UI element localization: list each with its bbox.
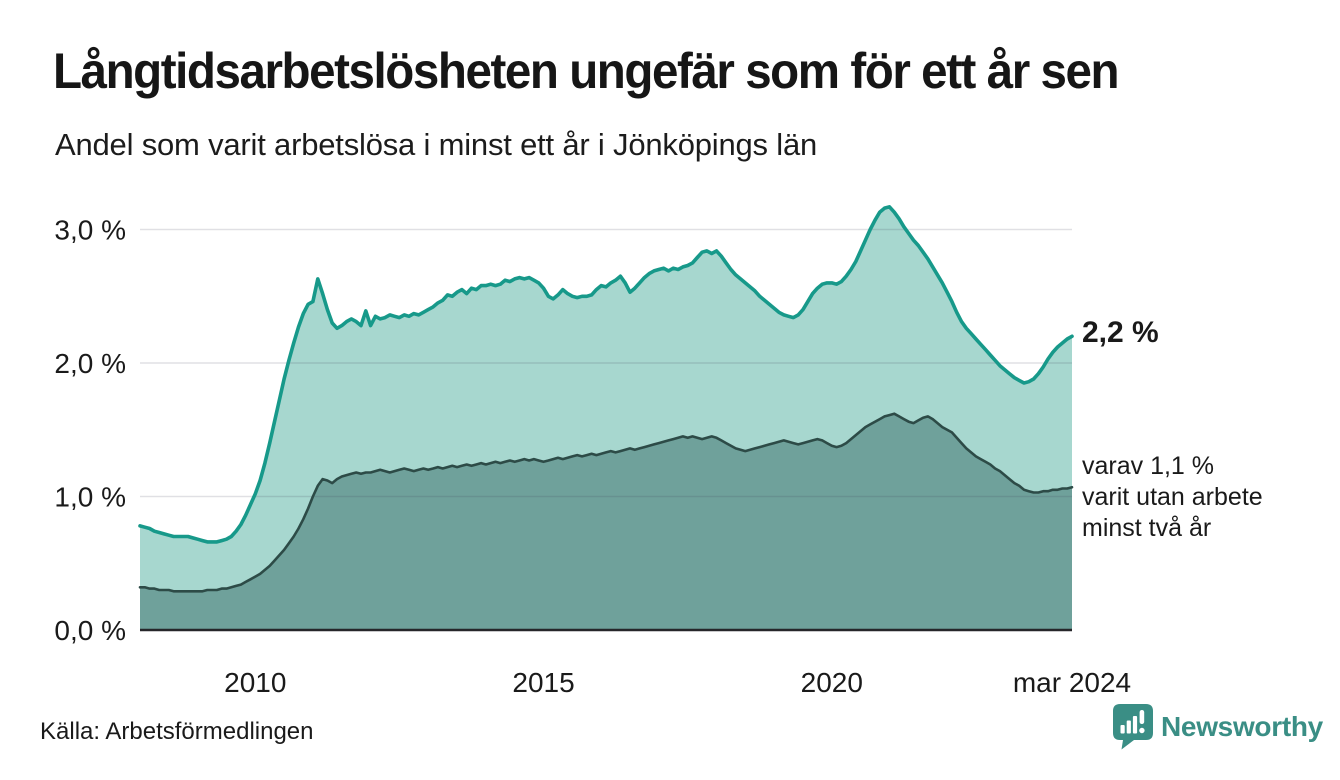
exclamation-dot (1139, 727, 1145, 734)
series-line-varav-arbetslösa-minst-två-år (138, 412, 1074, 593)
two-year-share-annotation: varav 1,1 % varit utan arbete minst två … (1082, 451, 1263, 544)
y-tick-label: 0,0 % (54, 615, 126, 646)
newsworthy-logo-icon (1113, 704, 1153, 750)
x-tick-label: 2015 (512, 667, 574, 698)
y-tick-label: 2,0 % (54, 348, 126, 379)
x-tick-label: 2010 (224, 667, 286, 698)
x-tick-label: 2020 (801, 667, 863, 698)
bar-icon (1126, 720, 1131, 734)
x-tick-label: mar 2024 (1013, 667, 1131, 698)
annotation-line: varit utan arbete (1082, 483, 1263, 511)
bar-icon (1120, 725, 1125, 734)
annotation-line: varav 1,1 % (1082, 452, 1215, 480)
source-credit: Källa: Arbetsförmedlingen (40, 718, 314, 745)
exclamation-icon (1139, 710, 1145, 724)
series-line-arbetslösa-minst-ett-år (138, 205, 1074, 544)
bar-icon (1132, 716, 1138, 734)
y-tick-label: 3,0 % (54, 215, 126, 246)
latest-value-annotation: 2,2 % (1082, 316, 1159, 349)
area-fill-varav-arbetslösa-minst-två-år (140, 413, 1072, 630)
y-tick-label: 1,0 % (54, 482, 126, 513)
page-title: Långtidsarbetslösheten ungefär som för e… (53, 43, 1120, 99)
newsworthy-logo: Newsworthy (1113, 704, 1323, 750)
chart-subtitle: Andel som varit arbetslösa i minst ett å… (55, 127, 818, 162)
newsworthy-logo-text: Newsworthy (1161, 711, 1323, 742)
annotation-line: minst två år (1082, 514, 1212, 542)
